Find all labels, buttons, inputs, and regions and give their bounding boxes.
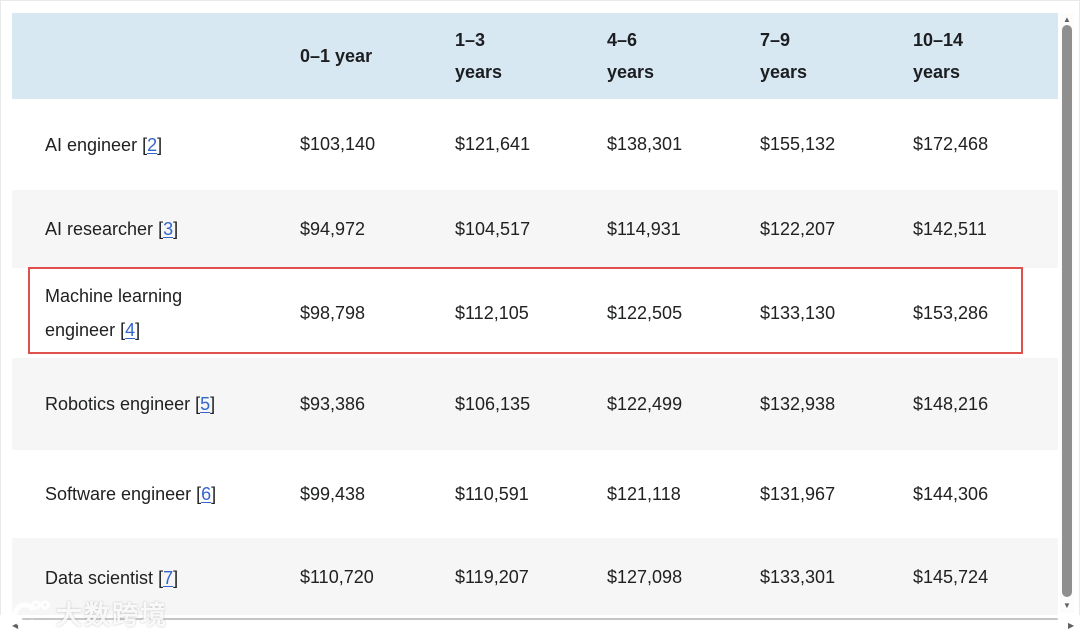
role-label: Software engineer [45,484,192,504]
table-row-machine-learning-engineer: Machine learning engineer [4] $98,798 $1… [12,268,1058,358]
salary-value: $103,140 [300,134,376,154]
role-label: Robotics engineer [45,394,191,414]
salary-value: $144,306 [913,483,989,504]
salary-value: $133,301 [760,567,836,587]
horizontal-scrollbar-thumb[interactable] [22,618,1058,620]
salary-value: $127,098 [607,567,683,587]
salary-value: $112,105 [455,302,529,323]
salary-value: $132,938 [760,393,836,414]
salary-value: $153,286 [913,302,989,323]
salary-table: 0–1 year 1–3 years 4–6 years 7–9 [12,13,1058,617]
header-cell-10-14-years: 10–14 years [913,13,1058,99]
scroll-down-icon[interactable]: ▼ [1063,601,1071,610]
scroll-right-icon[interactable]: ▶ [1068,621,1075,630]
table-row-robotics-engineer: Robotics engineer [5] $93,386 $106,135 $… [12,358,1058,450]
header-label: years [455,62,503,82]
salary-value: $122,499 [607,393,683,414]
salary-value: $110,591 [455,483,529,504]
header-label: 0–1 year [300,46,373,66]
header-label: 4–6 [607,30,638,50]
bracket: ] [173,219,179,239]
header-cell-4-6-years: 4–6 years [607,13,760,99]
salary-value: $98,798 [300,302,366,323]
bracket: [ [195,394,201,414]
bracket: [ [142,134,148,155]
salary-value: $172,468 [913,134,989,154]
role-cell: Software engineer [6] [12,450,300,538]
salary-value: $121,118 [607,483,681,504]
header-label: 10–14 [913,30,964,50]
header-cell-0-1-year: 0–1 year [300,13,455,99]
salary-value: $93,386 [300,393,366,414]
scroll-up-icon[interactable]: ▲ [1063,15,1071,24]
salary-value: $99,438 [300,483,366,504]
citation-link[interactable]: 6 [201,484,212,504]
vertical-scrollbar[interactable]: ▲ ▼ [1060,13,1074,613]
header-cell-7-9-years: 7–9 years [760,13,913,99]
salary-value: $148,216 [913,393,989,414]
header-cell-role [12,13,300,99]
salary-value: $119,207 [455,567,529,587]
bracket: [ [158,567,164,588]
role-cell: AI researcher [3] [12,190,300,268]
salary-value: $133,130 [760,302,836,323]
citation-link[interactable]: 3 [163,219,174,239]
header-label: 7–9 [760,30,791,50]
salary-value: $155,132 [760,134,836,154]
salary-value: $104,517 [455,218,531,239]
bracket: ] [210,394,216,414]
bracket: [ [120,320,126,340]
bracket: ] [157,134,163,155]
table-row-ai-engineer: AI engineer [2] $103,140 $121,641 $138,3… [12,99,1058,190]
header-cell-1-3-years: 1–3 years [455,13,607,99]
salary-value: $106,135 [455,393,531,414]
table-row-data-scientist: Data scientist [7] $110,720 $119,207 $12… [12,538,1058,617]
salary-value: $145,724 [913,567,989,587]
salary-value: $114,931 [607,218,681,239]
role-label: Machine learning engineer [45,286,183,340]
bracket: ] [173,567,179,588]
citation-link[interactable]: 7 [163,567,174,588]
salary-value: $122,505 [607,302,683,323]
bracket: ] [135,320,141,340]
salary-value: $122,207 [760,218,836,239]
role-label: AI researcher [45,219,154,239]
bracket: ] [211,484,217,504]
header-label: years [607,62,655,82]
table-row-software-engineer: Software engineer [6] $99,438 $110,591 $… [12,450,1058,538]
salary-value: $138,301 [607,134,683,154]
bracket: [ [158,219,164,239]
scroll-left-icon[interactable]: ◀ [12,621,19,630]
vertical-scrollbar-thumb[interactable] [1062,25,1072,597]
salary-value: $142,511 [913,218,987,239]
salary-value: $121,641 [455,134,531,154]
table-row-ai-researcher: AI researcher [3] $94,972 $104,517 $114,… [12,190,1058,268]
header-label: years [760,62,808,82]
citation-link[interactable]: 5 [200,394,211,414]
citation-link[interactable]: 2 [147,134,158,155]
role-cell: Machine learning engineer [4] [12,268,300,358]
role-cell: AI engineer [2] [12,99,300,190]
salary-value: $110,720 [300,567,374,587]
role-label: Data scientist [45,567,154,588]
role-cell: Data scientist [7] [12,538,300,617]
table-header-row: 0–1 year 1–3 years 4–6 years 7–9 [12,13,1058,99]
salary-value: $131,967 [760,483,836,504]
role-label: AI engineer [45,134,138,155]
header-label: 1–3 [455,30,486,50]
role-cell: Robotics engineer [5] [12,358,300,450]
header-label: years [913,62,961,82]
bracket: [ [196,484,202,504]
horizontal-scrollbar[interactable]: ◀ ▶ [0,615,1080,634]
salary-value: $94,972 [300,218,366,239]
citation-link[interactable]: 4 [125,320,136,340]
